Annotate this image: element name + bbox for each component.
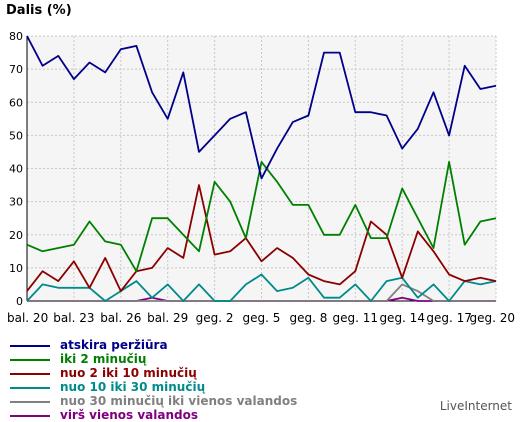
- x-tick-label: bal. 29: [147, 311, 188, 325]
- y-tick-label: 30: [9, 196, 23, 209]
- y-tick-label: 60: [9, 96, 23, 109]
- y-tick-label: 0: [16, 295, 23, 308]
- series-line-3: [26, 273, 497, 302]
- x-tick-label: geg. 20: [469, 311, 515, 325]
- x-tick-label: geg. 8: [289, 311, 327, 325]
- y-tick-label: 40: [9, 163, 23, 176]
- legend-label: nuo 10 iki 30 minučių: [60, 380, 206, 394]
- x-tick-labels: bal. 20 bal. 23 bal. 26 bal. 29 geg. 2 geg. 5…: [7, 311, 515, 325]
- x-tick-label: bal. 20: [7, 311, 48, 325]
- legend-swatch: [10, 345, 50, 347]
- legend-label: atskira peržiūra: [60, 338, 168, 352]
- x-tick-label: geg. 11: [333, 311, 379, 325]
- legend-swatch: [10, 415, 50, 417]
- brand-label: LiveInternet: [439, 399, 512, 413]
- x-tick-label: bal. 23: [53, 311, 94, 325]
- legend-label: nuo 2 iki 10 minučių: [60, 366, 197, 380]
- series-line-0: [26, 35, 497, 180]
- x-tick-label: geg. 17: [426, 311, 472, 325]
- series-line-1: [26, 160, 497, 273]
- series-line-2: [26, 184, 497, 293]
- y-tick-label: 70: [9, 63, 23, 76]
- y-tick-label: 80: [9, 30, 23, 43]
- y-tick-label: 50: [9, 129, 23, 142]
- legend-swatch: [10, 359, 50, 361]
- legend-swatch: [10, 401, 50, 403]
- series-group: [26, 35, 497, 302]
- y-tick-label: 10: [9, 262, 23, 275]
- grid-lines: [27, 35, 497, 301]
- x-tick-label: bal. 26: [100, 311, 141, 325]
- x-tick-label: geg. 14: [379, 311, 425, 325]
- y-tick-labels: 0 10 20 30 40 50 60 70 80: [9, 30, 23, 308]
- x-tick-label: geg. 5: [243, 311, 281, 325]
- legend-swatch: [10, 387, 50, 389]
- legend-label: virš vienos valandos: [60, 408, 199, 422]
- y-axis-title: Dalis (%): [6, 3, 72, 18]
- legend-label: iki 2 minučių: [60, 352, 147, 366]
- legend-label: nuo 30 minučių iki vienos valandos: [60, 394, 298, 408]
- x-tick-label: geg. 2: [196, 311, 234, 325]
- legend-swatch: [10, 373, 50, 375]
- y-tick-label: 20: [9, 229, 23, 242]
